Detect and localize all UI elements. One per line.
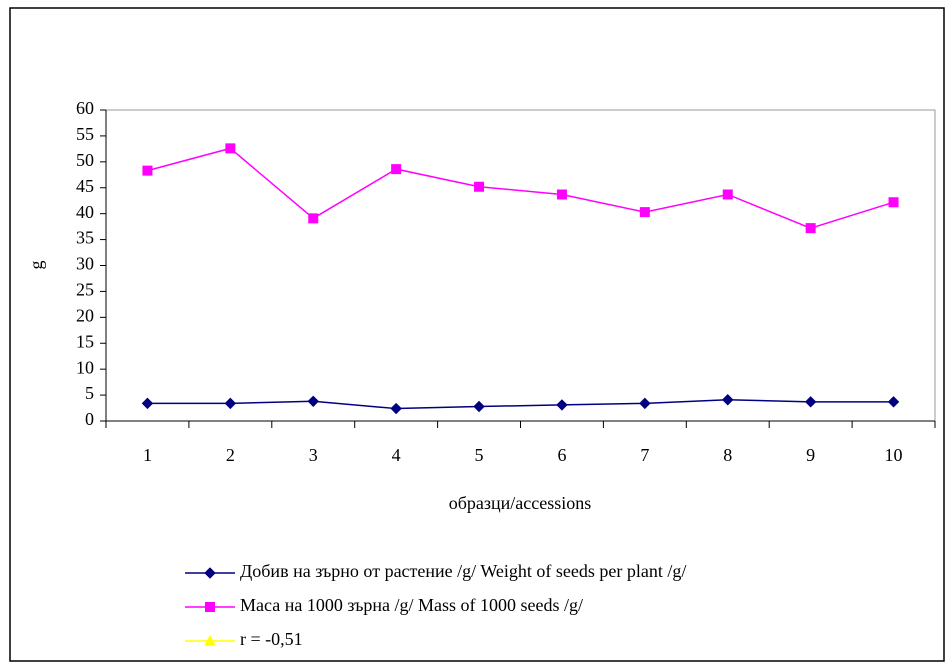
y-tick-label: 10: [76, 357, 94, 377]
x-tick-label: 9: [806, 445, 815, 465]
y-tick-label: 45: [76, 176, 94, 196]
data-point: [390, 402, 402, 415]
y-tick-label: 25: [76, 280, 94, 300]
data-point: [556, 399, 568, 411]
y-tick-label: 60: [76, 98, 94, 118]
data-point: [888, 197, 899, 208]
data-point: [141, 397, 154, 410]
data-point: [224, 397, 237, 410]
x-axis-label: образци/accessions: [449, 493, 592, 513]
legend-label: Маса на 1000 зърна /g/ Mass of 1000 seed…: [240, 595, 583, 615]
y-tick-label: 50: [76, 150, 94, 170]
legend-marker: [205, 602, 215, 612]
data-point: [142, 165, 153, 176]
legend-marker: [204, 567, 216, 579]
y-tick-label: 0: [85, 409, 94, 429]
data-point: [639, 397, 651, 410]
y-tick-label: 5: [85, 383, 94, 403]
data-point: [805, 223, 816, 234]
y-tick-label: 30: [76, 254, 94, 274]
data-point: [225, 143, 236, 154]
x-tick-label: 4: [392, 445, 401, 465]
x-tick-label: 3: [309, 445, 318, 465]
data-point: [556, 189, 567, 200]
data-point: [639, 207, 650, 218]
legend-label: r = -0,51: [240, 629, 303, 649]
plot-area: [105, 109, 936, 422]
series-line: [147, 398, 894, 410]
y-tick-label: 15: [76, 331, 94, 351]
data-point: [391, 164, 402, 175]
data-point: [722, 189, 733, 200]
data-point: [804, 396, 817, 408]
series-line: [147, 147, 894, 229]
y-tick-label: 55: [76, 124, 94, 144]
y-axis-label: g: [26, 261, 46, 270]
data-point: [307, 395, 319, 408]
legend-marker: [204, 634, 216, 646]
data-point: [474, 181, 485, 192]
data-point: [722, 394, 734, 406]
legend-label: Добив на зърно от растение /g/ Weight of…: [240, 561, 686, 581]
x-tick-label: 1: [143, 445, 152, 465]
y-tick-label: 35: [76, 228, 94, 248]
x-tick-label: 7: [640, 445, 649, 465]
x-tick-label: 8: [723, 445, 732, 465]
x-tick-label: 6: [557, 445, 566, 465]
x-tick-label: 2: [226, 445, 235, 465]
data-point: [473, 400, 485, 413]
x-tick-label: 5: [475, 445, 484, 465]
data-point: [308, 213, 319, 224]
y-tick-label: 40: [76, 202, 94, 222]
y-tick-label: 20: [76, 305, 94, 325]
data-point: [887, 396, 900, 408]
x-tick-label: 10: [885, 445, 903, 465]
